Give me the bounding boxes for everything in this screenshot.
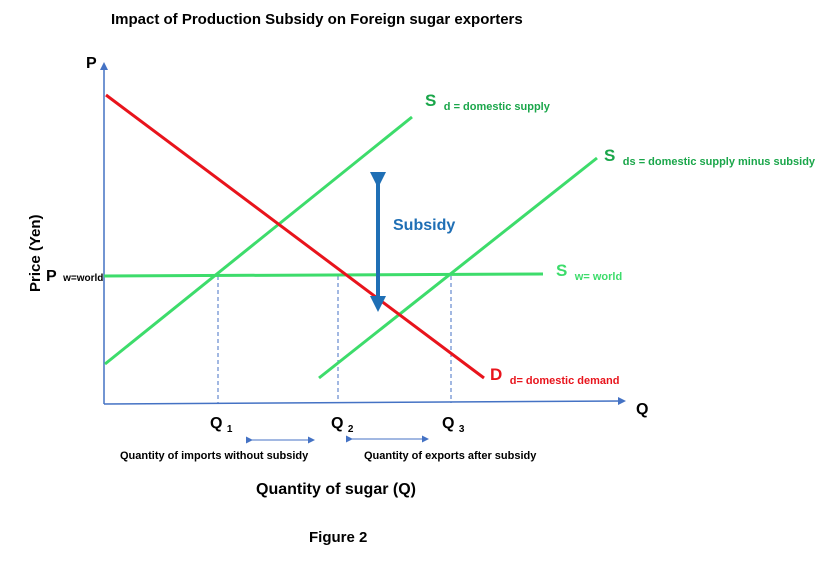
x-axis bbox=[103, 397, 626, 406]
domestic-supply-line bbox=[104, 115, 413, 366]
domestic-demand-line bbox=[105, 93, 485, 380]
x-axis-label: Q bbox=[636, 401, 648, 418]
world-price-label: P w=world bbox=[46, 268, 103, 285]
imports-range-label: Quantity of imports without subsidy bbox=[120, 450, 309, 462]
domestic-supply-label: S d = domestic supply bbox=[425, 91, 551, 113]
y-axis-label: P bbox=[86, 55, 97, 72]
domestic-demand-label: D d= domestic demand bbox=[490, 365, 619, 387]
x-axis-title: Quantity of sugar (Q) bbox=[256, 481, 416, 498]
world-supply-label: S w= world bbox=[556, 261, 622, 283]
world-supply-line bbox=[103, 272, 544, 278]
subsidized-supply-line bbox=[318, 156, 598, 380]
diagram-title: Impact of Production Subsidy on Foreign … bbox=[111, 11, 523, 28]
y-axis-title: Price (Yen) bbox=[27, 214, 44, 292]
subsidized-supply-label: S ds = domestic supply minus subsidy bbox=[604, 146, 816, 168]
q1-label: Q 1 bbox=[210, 415, 233, 435]
q2-label: Q 2 bbox=[331, 415, 354, 435]
subsidy-label: Subsidy bbox=[393, 217, 455, 234]
q3-label: Q 3 bbox=[442, 415, 465, 435]
exports-range-label: Quantity of exports after subsidy bbox=[364, 450, 537, 462]
figure-caption: Figure 2 bbox=[309, 529, 367, 546]
